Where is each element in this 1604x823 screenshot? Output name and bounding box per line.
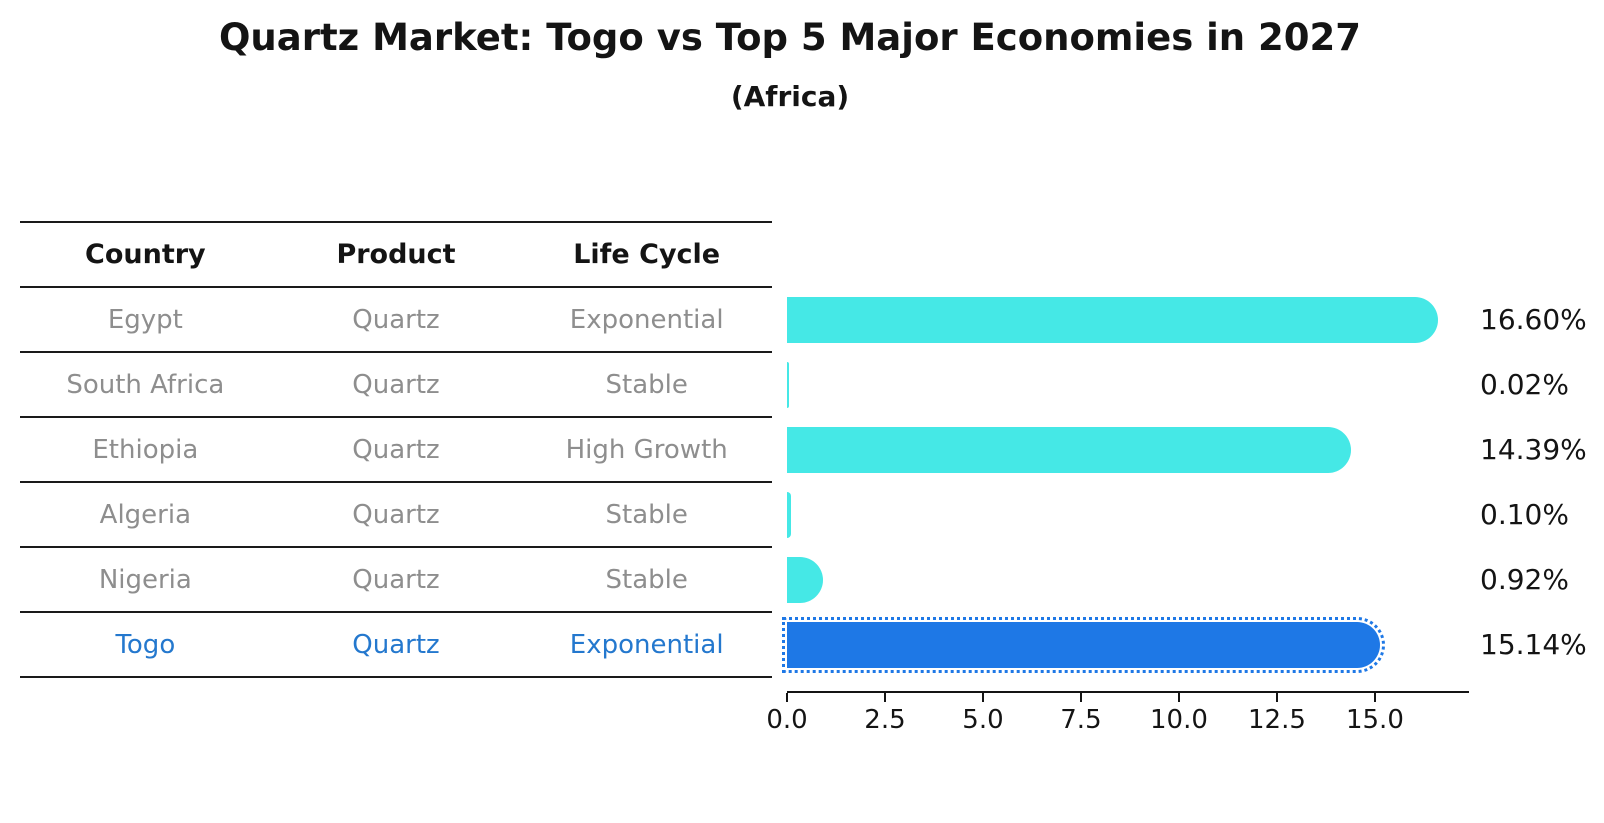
value-label: 0.92% [1480, 563, 1569, 596]
bar-nigeria [787, 557, 824, 603]
country-cell: Nigeria [98, 564, 192, 595]
country-cell: Ethiopia [92, 434, 199, 465]
value-label: 15.14% [1480, 628, 1587, 661]
value-label: 14.39% [1480, 433, 1587, 466]
value-label: 0.10% [1480, 498, 1569, 531]
x-axis-tick-label: 0.0 [766, 705, 808, 735]
lifecycle-cell: Stable [605, 499, 688, 530]
x-axis-line [787, 691, 1469, 693]
bar-algeria [787, 492, 791, 538]
chart-title: Quartz Market: Togo vs Top 5 Major Econo… [218, 16, 1362, 59]
product-cell: Quartz [352, 629, 440, 660]
bar-south-africa [787, 362, 789, 408]
product-cell: Quartz [352, 434, 440, 465]
column-header-product: Product [336, 239, 456, 270]
x-axis-tick-label: 15.0 [1345, 705, 1404, 735]
table-header-row: Country Product Life Cycle [20, 223, 772, 288]
x-axis-tick [1373, 693, 1376, 702]
lifecycle-cell: High Growth [565, 434, 728, 465]
lifecycle-cell: Stable [605, 369, 688, 400]
country-cell: South Africa [66, 369, 225, 400]
x-axis-tick [883, 693, 886, 702]
table-row: Egypt Quartz Exponential [20, 288, 772, 353]
x-axis-tick-label: 12.5 [1247, 705, 1306, 735]
x-axis-tick [1275, 693, 1278, 702]
x-axis-tick-label: 5.0 [962, 705, 1004, 735]
table-body: Egypt Quartz Exponential South Africa Quartz… [20, 288, 772, 678]
product-cell: Quartz [352, 499, 440, 530]
bar-egypt [787, 297, 1438, 343]
value-label: 0.02% [1480, 368, 1569, 401]
value-label: 16.60% [1480, 303, 1587, 336]
column-header-country: Country [85, 239, 206, 270]
lifecycle-cell: Exponential [569, 304, 724, 335]
country-cell: Togo [115, 629, 176, 660]
comparison-table: Country Product Life Cycle Egypt Quartz Ex… [20, 221, 772, 678]
country-cell: Egypt [107, 304, 183, 335]
x-axis-tick [1177, 693, 1180, 702]
x-axis-tick-label: 10.0 [1150, 705, 1208, 735]
column-header-lifecycle: Life Cycle [573, 239, 721, 270]
lifecycle-cell: Exponential [569, 629, 724, 660]
lifecycle-cell: Stable [605, 564, 688, 595]
table-row: South Africa Quartz Stable [20, 353, 772, 418]
table-row: Togo Quartz Exponential [20, 613, 772, 678]
bar-togo [781, 617, 1386, 673]
table-row: Ethiopia Quartz High Growth [20, 418, 772, 483]
x-axis-tick [786, 693, 788, 702]
table-row: Algeria Quartz Stable [20, 483, 772, 548]
x-axis-tick [981, 693, 984, 702]
x-axis-tick-label: 7.5 [1060, 705, 1102, 735]
table-row: Nigeria Quartz Stable [20, 548, 772, 613]
country-cell: Algeria [99, 499, 192, 530]
product-cell: Quartz [352, 369, 440, 400]
chart-subtitle: (Africa) [730, 80, 850, 113]
product-cell: Quartz [352, 564, 440, 595]
product-cell: Quartz [352, 304, 440, 335]
bar-ethiopia [787, 427, 1352, 473]
x-axis-tick-label: 2.5 [864, 705, 906, 735]
x-axis-tick [1079, 693, 1082, 702]
